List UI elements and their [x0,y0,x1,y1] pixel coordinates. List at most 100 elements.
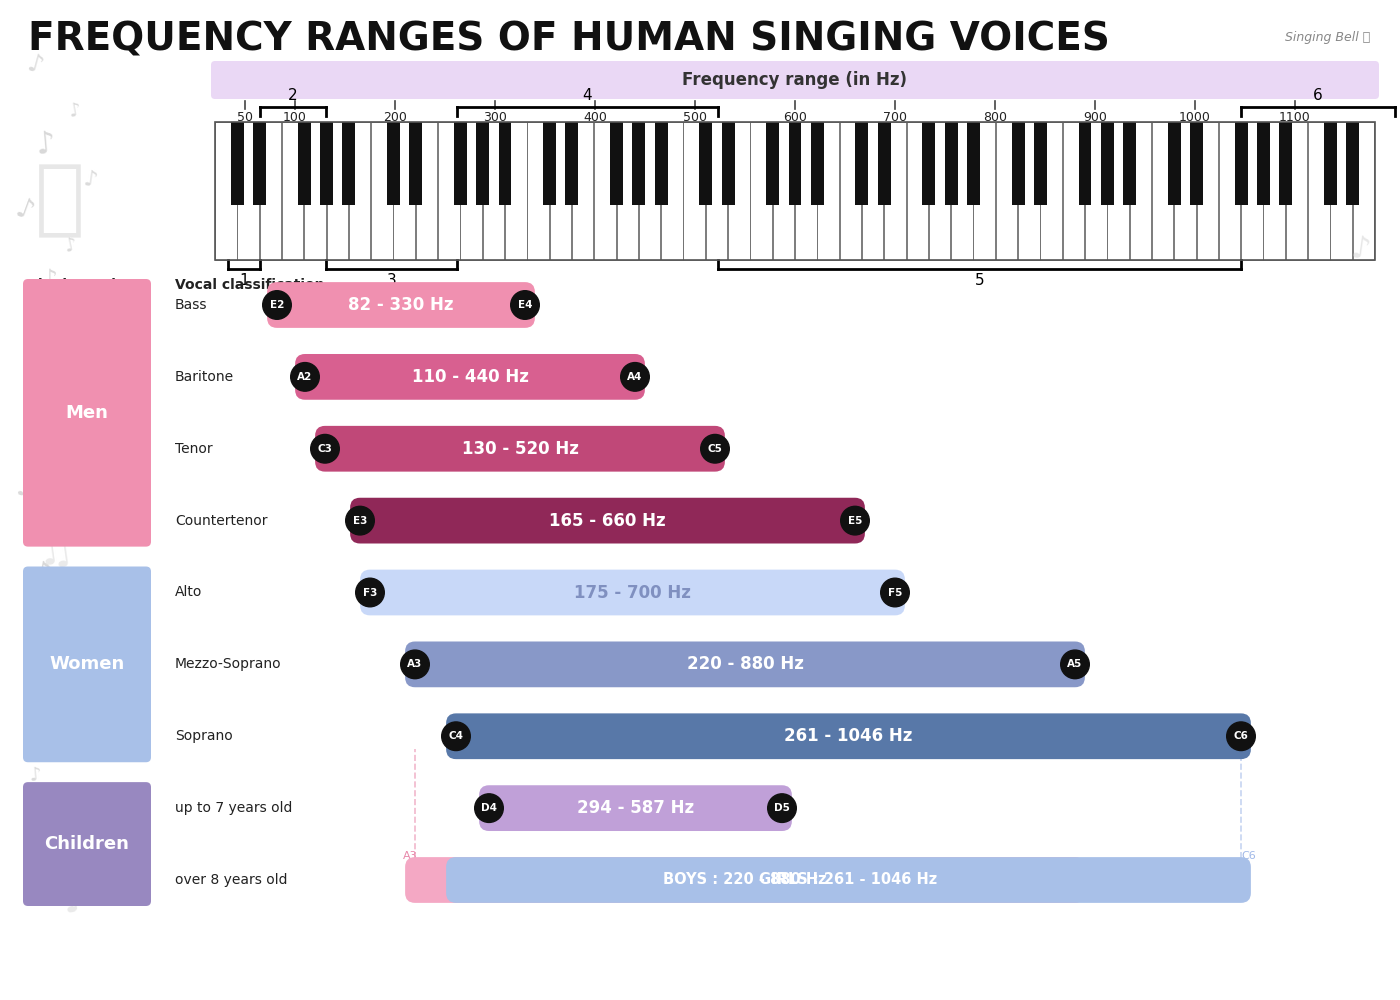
Circle shape [400,650,430,679]
Bar [1085,122,1106,260]
Bar [1130,122,1151,260]
Text: ♪: ♪ [28,765,42,785]
Bar [788,122,801,205]
FancyBboxPatch shape [211,61,1379,99]
Text: Tenor: Tenor [175,442,213,456]
FancyBboxPatch shape [315,426,725,472]
Bar [945,122,958,205]
Bar [543,122,556,205]
Bar [1263,122,1285,260]
Bar [483,122,504,260]
Text: 500: 500 [683,111,707,124]
Bar [1219,122,1240,260]
Text: Frequency range (in Hz): Frequency range (in Hz) [683,71,907,89]
Text: ♪: ♪ [81,169,98,191]
Bar [661,122,683,260]
Bar [610,122,623,205]
Text: C6: C6 [1233,731,1249,741]
Text: ♪: ♪ [24,51,46,79]
Circle shape [881,578,909,607]
Bar [1035,122,1047,205]
FancyBboxPatch shape [360,570,904,615]
Bar [573,122,594,260]
Text: A4: A4 [627,372,643,382]
Bar [878,122,890,205]
Bar [1063,122,1084,260]
Bar [594,122,616,260]
Text: ♪: ♪ [42,268,57,292]
Text: 700: 700 [883,111,907,124]
Text: ♫: ♫ [34,527,77,573]
Text: over 8 years old: over 8 years old [175,873,287,887]
Bar [393,122,414,260]
Text: A2: A2 [297,372,312,382]
Bar [498,122,511,205]
Bar [1190,122,1203,205]
Bar [386,122,400,205]
Circle shape [1061,650,1089,679]
Text: ♪: ♪ [14,476,36,504]
Text: ♪: ♪ [38,390,52,410]
Text: Baritone: Baritone [175,370,234,384]
Bar [840,122,861,260]
Circle shape [767,794,797,822]
Text: 600: 600 [783,111,806,124]
Bar [855,122,868,205]
Bar [326,122,349,260]
Bar [371,122,392,260]
Bar [862,122,883,260]
Bar [1078,122,1092,205]
Bar [655,122,668,205]
Text: ♪: ♪ [77,519,94,541]
Circle shape [840,506,869,535]
Text: ♪: ♪ [71,684,88,706]
Bar [343,122,356,205]
Bar [1107,122,1128,260]
Bar [973,122,995,260]
Text: 1: 1 [239,273,249,288]
Bar [253,122,266,205]
Bar [633,122,645,205]
Text: ♪: ♪ [53,429,77,461]
Text: ♪: ♪ [35,843,55,867]
FancyBboxPatch shape [350,498,865,544]
Text: 400: 400 [582,111,608,124]
Circle shape [311,434,339,463]
Text: Countertenor: Countertenor [175,514,267,528]
Text: 50: 50 [237,111,253,124]
Text: Singing Voices: Singing Voices [28,278,141,292]
Text: C5: C5 [707,444,722,454]
Circle shape [1226,722,1256,751]
Bar [773,122,794,260]
Text: Men: Men [66,404,108,422]
Bar [1285,122,1308,260]
Text: F3: F3 [363,587,377,597]
Text: ♪: ♪ [60,604,80,626]
Text: 100: 100 [283,111,307,124]
Bar [699,122,713,205]
Text: D5: D5 [774,803,790,813]
Bar [616,122,638,260]
Text: 3: 3 [386,273,396,288]
Bar [259,122,281,260]
Text: E2: E2 [270,300,284,310]
Bar [706,122,727,260]
Text: Children: Children [45,835,129,853]
Text: ♪: ♪ [67,100,83,120]
Bar [750,122,771,260]
Bar [951,122,973,260]
Circle shape [475,794,504,822]
Text: Alto: Alto [175,585,203,599]
Text: A3: A3 [403,851,417,861]
Bar [1257,122,1270,205]
Text: E4: E4 [518,300,532,310]
Bar [298,122,311,205]
Text: 261 - 1046 Hz: 261 - 1046 Hz [784,727,913,745]
Bar [216,122,1375,260]
Text: C6: C6 [1242,851,1256,861]
Text: GIRLS : 261 - 1046 Hz: GIRLS : 261 - 1046 Hz [759,872,938,888]
Circle shape [620,363,650,391]
Text: E5: E5 [848,516,862,526]
Bar [1280,122,1292,205]
Text: ♪: ♪ [64,802,85,828]
